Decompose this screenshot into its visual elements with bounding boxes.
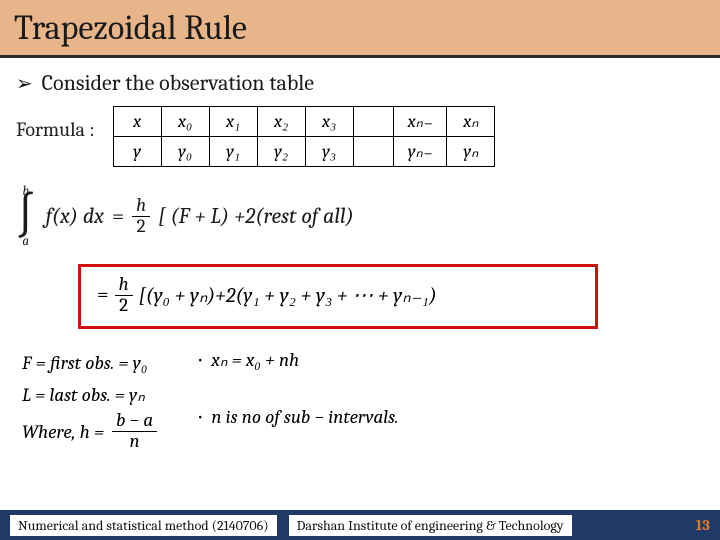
cell: xₙ [447, 107, 495, 137]
def-L: L = last obs. = yₙ [22, 379, 157, 411]
table-row: y y₀ y₁ y₂ y₃ yₙ₋ yₙ [113, 137, 495, 167]
cell: y₂ [257, 137, 305, 167]
cell: x [113, 107, 161, 137]
institute-name: Darshan Institute of engineering & Techn… [289, 515, 572, 536]
cell: y₀ [161, 137, 209, 167]
cell [353, 137, 393, 167]
integral-icon: b ∫ a [16, 185, 36, 248]
title-bar: Trapezoidal Rule [0, 0, 720, 58]
cell [353, 107, 393, 137]
formula-row: Formula : x x₀ x₁ x₂ x₃ xₙ₋ xₙ y y₀ y₁ y… [16, 106, 704, 167]
numerator: h [115, 275, 133, 296]
cell: xₙ₋ [393, 107, 447, 137]
formula-tail: [ (F + L) +2(rest of all) [158, 203, 354, 229]
defs-left: F = first obs. = y₀ L = last obs. = yₙ W… [22, 347, 157, 465]
def-h: Where, h = b − a n [22, 411, 157, 452]
cell: y₃ [305, 137, 353, 167]
fraction-h2: h 2 [132, 196, 150, 237]
boxed-tail: [(y₀ + yₙ)+2(y₁ + y₂ + y₃ + ⋯ + yₙ₋₁) [139, 283, 437, 308]
cell: x₁ [209, 107, 257, 137]
observation-table: x x₀ x₁ x₂ x₃ xₙ₋ xₙ y y₀ y₁ y₂ y₃ yₙ₋ y… [113, 106, 496, 167]
bullet-text: Consider the observation table [42, 70, 314, 96]
course-code: Numerical and statistical method (214070… [10, 515, 277, 536]
cell: y₁ [209, 137, 257, 167]
bullet-icon: ➢ [16, 72, 33, 95]
cell: y [113, 137, 161, 167]
slide-title: Trapezoidal Rule [14, 8, 247, 48]
note-n: • n is no of sub − intervals. [197, 408, 398, 427]
numerator: b − a [112, 411, 157, 432]
cell: yₙ₋ [393, 137, 447, 167]
note-xn: • xₙ = x₀ + nh [197, 351, 398, 370]
table-row: x x₀ x₁ x₂ x₃ xₙ₋ xₙ [113, 107, 495, 137]
content-area: ➢ Consider the observation table Formula… [0, 58, 720, 465]
highlighted-formula: = h 2 [(y₀ + yₙ)+2(y₁ + y₂ + y₃ + ⋯ + yₙ… [78, 264, 598, 329]
fraction-h2-boxed: h 2 [115, 275, 133, 316]
bullet-dot-icon: • [197, 353, 203, 367]
denominator: 2 [133, 217, 150, 237]
bullet-point: ➢ Consider the observation table [16, 70, 704, 96]
cell: yₙ [447, 137, 495, 167]
n-text: n is no of sub − intervals. [211, 408, 398, 427]
where-label: Where, h = [22, 416, 104, 448]
cell: x₂ [257, 107, 305, 137]
footer-bar: Numerical and statistical method (214070… [0, 510, 720, 540]
def-F: F = first obs. = y₀ [22, 347, 157, 379]
formula-label: Formula : [16, 106, 95, 141]
side-notes: • xₙ = x₀ + nh • n is no of sub − interv… [197, 347, 398, 465]
denominator: n [126, 432, 144, 452]
main-integral-formula: b ∫ a f(x) dx = h 2 [ (F + L) +2(rest of… [16, 185, 704, 248]
integrand: f(x) dx [46, 203, 104, 229]
definitions-block: F = first obs. = y₀ L = last obs. = yₙ W… [16, 347, 704, 465]
bullet-dot-icon: • [197, 410, 203, 424]
page-number: 13 [696, 516, 711, 534]
fraction-bma-n: b − a n [112, 411, 157, 452]
xn-text: xₙ = x₀ + nh [211, 351, 299, 370]
denominator: 2 [115, 296, 132, 316]
cell: x₃ [305, 107, 353, 137]
numerator: h [132, 196, 150, 217]
cell: x₀ [161, 107, 209, 137]
lower-limit: a [22, 235, 29, 248]
